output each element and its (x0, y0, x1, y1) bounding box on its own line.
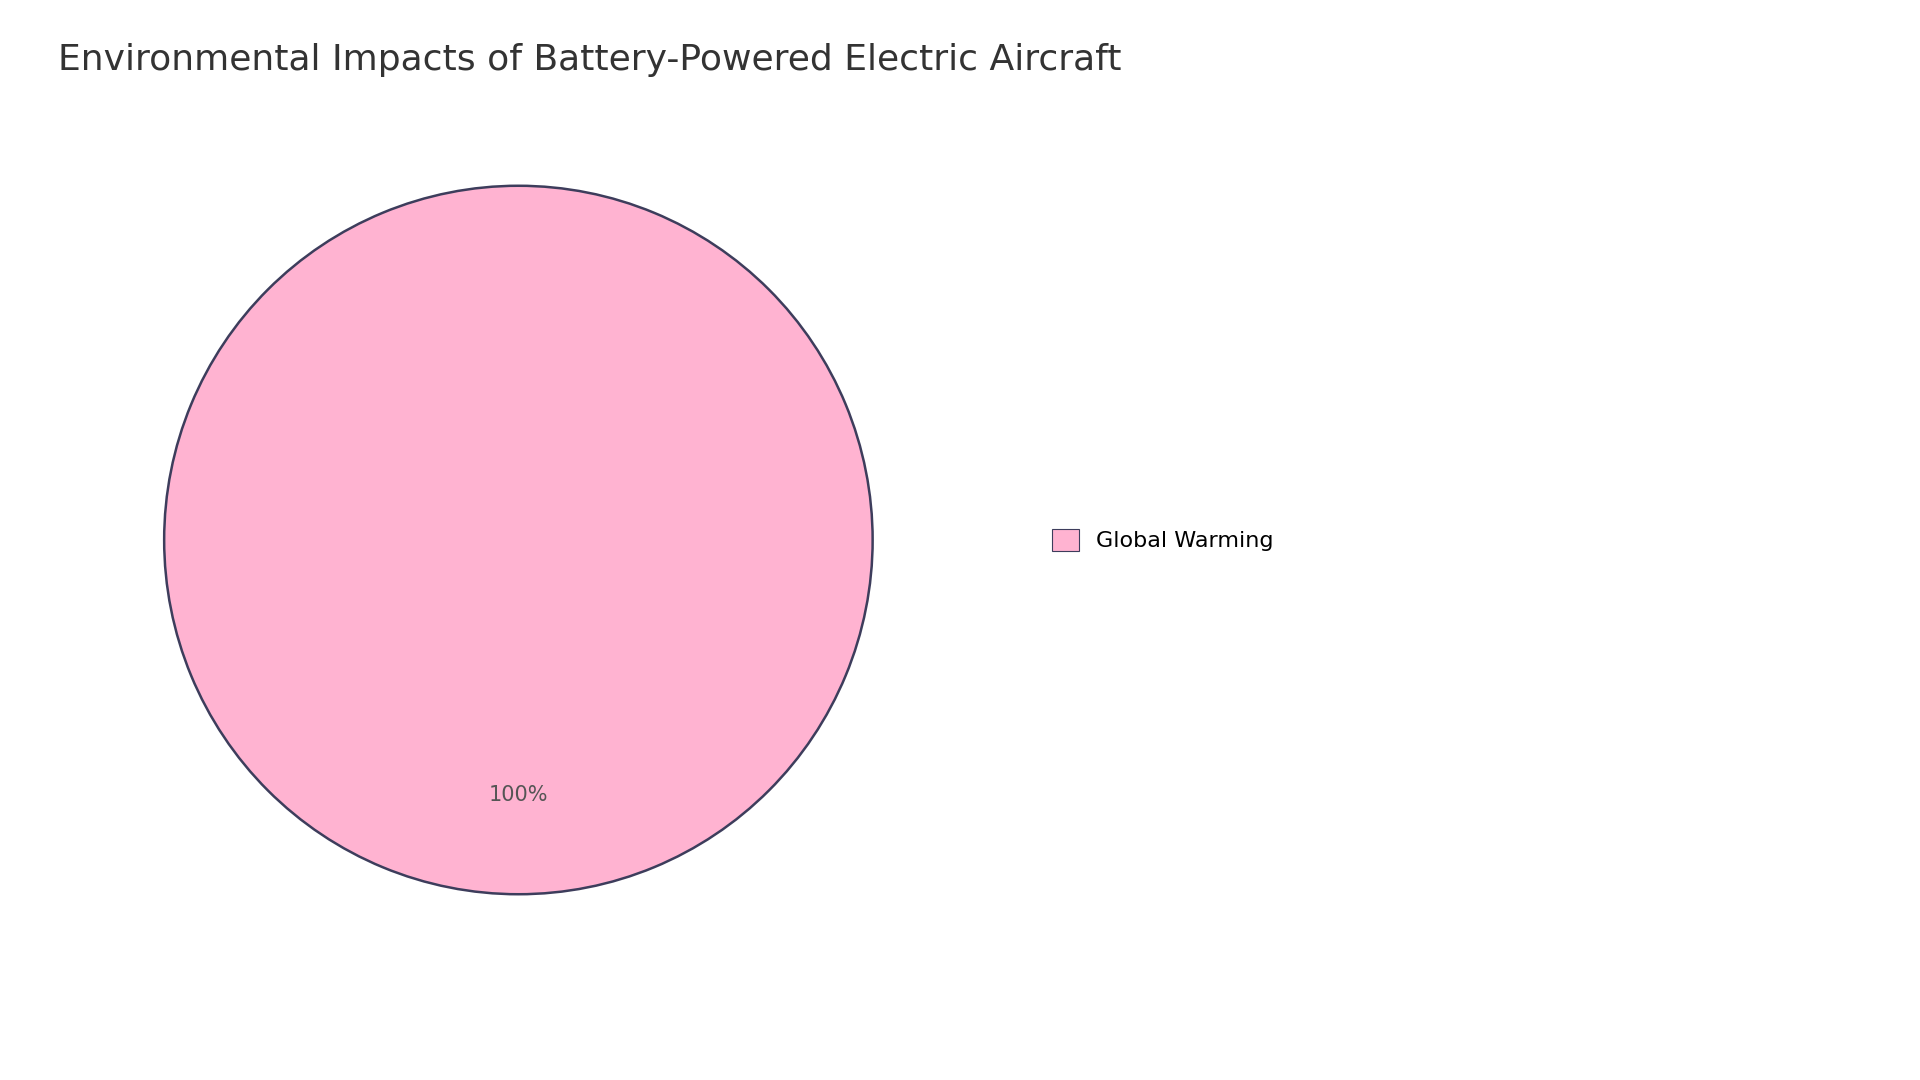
Wedge shape (165, 186, 872, 894)
Text: 100%: 100% (490, 785, 547, 805)
Text: Environmental Impacts of Battery-Powered Electric Aircraft: Environmental Impacts of Battery-Powered… (58, 43, 1121, 77)
Legend: Global Warming: Global Warming (1043, 519, 1283, 561)
